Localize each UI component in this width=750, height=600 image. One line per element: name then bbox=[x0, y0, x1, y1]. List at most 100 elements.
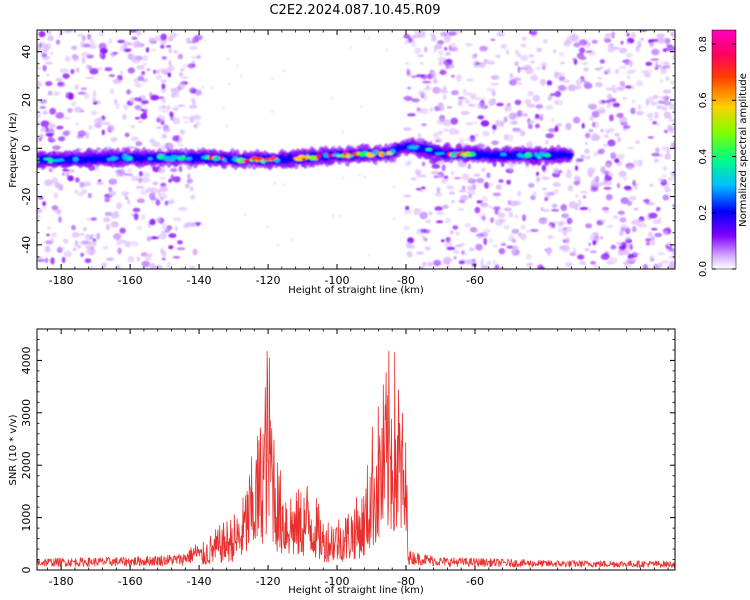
spectrogram-noise-cell bbox=[629, 243, 633, 251]
spectrogram-noise-cell bbox=[535, 104, 544, 109]
spectrogram-band-cell bbox=[226, 157, 234, 162]
spectrogram-noise-cell bbox=[490, 217, 494, 223]
spectrogram-noise-cell bbox=[37, 80, 42, 88]
spectrogram-noise-cell bbox=[450, 74, 455, 78]
spectrogram-noise-cell bbox=[516, 82, 523, 85]
spectrogram-noise-cell bbox=[458, 199, 466, 204]
spectrogram-noise-cell bbox=[628, 258, 637, 262]
spectrogram-noise-cell bbox=[160, 33, 167, 41]
spectrogram-noise-cell bbox=[89, 38, 95, 45]
spectrogram-noise-cell bbox=[553, 49, 557, 54]
spectrogram-noise-cell bbox=[449, 46, 458, 52]
spectrogram-noise-cell bbox=[184, 121, 188, 125]
y-tick-label: 4000 bbox=[20, 346, 33, 374]
spectrogram-noise-cell bbox=[331, 214, 335, 218]
spectrogram-noise-cell bbox=[465, 121, 474, 126]
spectrogram-noise-cell bbox=[419, 62, 424, 65]
spectrogram-noise-cell bbox=[85, 245, 91, 249]
spectrogram-noise-cell bbox=[580, 154, 585, 159]
spectrogram-noise-cell bbox=[451, 199, 455, 204]
spectrogram-band-cell bbox=[470, 152, 476, 157]
spectrogram-noise-cell bbox=[669, 131, 674, 135]
x-tick-label: -180 bbox=[49, 274, 74, 287]
spectrogram-noise-cell bbox=[84, 258, 92, 264]
spectrogram-noise-cell bbox=[511, 245, 519, 249]
spectrogram-noise-cell bbox=[467, 103, 476, 107]
spectrogram-y-label: Frequency (Hz) bbox=[8, 112, 19, 188]
spectrogram-noise-cell bbox=[160, 44, 165, 49]
spectrogram-noise-cell bbox=[341, 176, 345, 180]
spectrogram-noise-cell bbox=[465, 137, 470, 141]
spectrogram-noise-cell bbox=[603, 186, 612, 190]
spectrogram-noise-cell bbox=[67, 175, 74, 182]
spectrogram-noise-cell bbox=[39, 105, 46, 110]
spectrogram-noise-cell bbox=[119, 239, 127, 244]
spectrogram-noise-cell bbox=[579, 47, 586, 54]
spectrogram-noise-cell bbox=[367, 36, 371, 40]
spectrogram-noise-cell bbox=[438, 102, 444, 109]
spectrogram-noise-cell bbox=[491, 140, 499, 146]
spectrogram-noise-cell bbox=[590, 186, 599, 192]
spectrogram-x-ticks: -180 -160 -140 -120 -100 -80 -60 bbox=[46, 30, 669, 287]
spectrogram-noise-cell bbox=[506, 179, 511, 185]
spectrogram-noise-cell bbox=[496, 102, 504, 107]
spectrogram-noise-cell bbox=[455, 231, 460, 236]
spectrogram-noise-cell bbox=[116, 172, 121, 177]
spectrogram-noise-cell bbox=[85, 76, 95, 80]
spectrogram-noise-cell bbox=[120, 168, 126, 174]
colorbar: 0.0 0.2 0.4 0.6 0.8 Normalized spectral ampl… bbox=[698, 29, 749, 277]
spectrogram-noise-cell bbox=[553, 100, 559, 105]
spectrogram-noise-cell bbox=[582, 195, 587, 199]
spectrogram-noise-cell bbox=[108, 74, 116, 77]
spectrogram-noise-cell bbox=[160, 248, 164, 254]
spectrogram-noise-cell bbox=[71, 45, 78, 50]
spectrogram-noise-cell bbox=[458, 260, 465, 265]
spectrogram-noise-cell bbox=[195, 121, 201, 126]
spectrogram-noise-cell bbox=[550, 93, 556, 97]
spectrogram-noise-cell bbox=[113, 98, 118, 105]
spectrogram-noise-cell bbox=[176, 247, 186, 251]
spectrogram-noise-cell bbox=[116, 238, 121, 247]
spectrogram-noise-cell bbox=[436, 88, 444, 93]
spectrogram-noise-cell bbox=[548, 128, 557, 133]
spectrogram-noise-cell bbox=[154, 35, 163, 42]
spectrogram-noise-cell bbox=[633, 207, 639, 211]
spectrogram-noise-cell bbox=[173, 217, 182, 222]
spectrogram-noise-cell bbox=[475, 228, 479, 233]
spectrogram-noise-cell bbox=[80, 189, 88, 195]
spectrogram-noise-cell bbox=[403, 194, 412, 198]
spectrogram-noise-cell bbox=[665, 76, 670, 81]
spectrogram-noise-cell bbox=[583, 82, 593, 89]
spectrogram-noise-cell bbox=[480, 120, 490, 127]
spectrogram-noise-cell bbox=[599, 107, 605, 112]
spectrogram-noise-cell bbox=[403, 127, 412, 131]
spectrogram-noise-cell bbox=[526, 262, 534, 267]
spectrogram-noise-cell bbox=[47, 126, 55, 130]
spectrogram-noise-cell bbox=[506, 102, 511, 107]
spectrogram-noise-cell bbox=[552, 221, 558, 224]
spectrogram-noise-cell bbox=[535, 176, 541, 183]
spectrogram-band-cell bbox=[538, 152, 546, 157]
spectrogram-noise-cell bbox=[650, 235, 655, 242]
spectrogram-noise-cell bbox=[456, 30, 462, 34]
spectrogram-noise-cell bbox=[131, 136, 139, 142]
spectrogram-noise-cell bbox=[443, 256, 451, 260]
spectrogram-noise-cell bbox=[236, 64, 240, 68]
spectrogram-noise-cell bbox=[467, 178, 477, 184]
spectrogram-noise-cell bbox=[152, 181, 159, 186]
spectrogram-band-cell bbox=[417, 146, 424, 150]
spectrogram-noise-cell bbox=[591, 39, 598, 44]
y-tick-label: 20 bbox=[20, 93, 33, 107]
y-tick-label: -20 bbox=[20, 188, 33, 206]
spectrogram-noise-cell bbox=[479, 231, 489, 238]
spectrogram-noise-cell bbox=[276, 243, 280, 247]
spectrogram-noise-cell bbox=[405, 205, 410, 211]
spectrogram-noise-cell bbox=[191, 56, 196, 60]
spectrogram-noise-cell bbox=[182, 64, 189, 68]
snr-panel: -180 -160 -140 -120 -100 -80 -60 0 1000 2000 3000… bbox=[8, 328, 676, 596]
spectrogram-noise-cell bbox=[657, 100, 665, 104]
spectrogram-noise-cell bbox=[95, 181, 104, 185]
spectrogram-noise-cell bbox=[123, 41, 132, 46]
colorbar-tick-label: 0.6 bbox=[698, 92, 709, 108]
spectrogram-noise-cell bbox=[508, 211, 514, 218]
